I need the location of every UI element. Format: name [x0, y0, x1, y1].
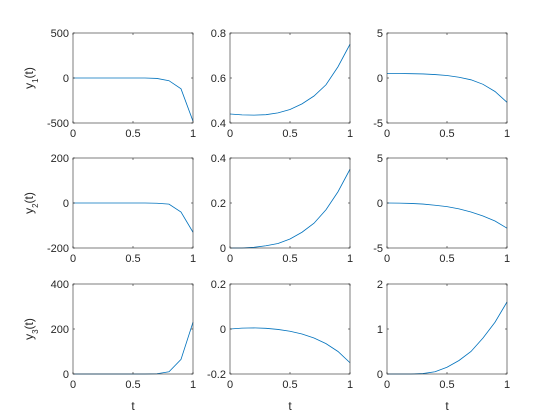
- y-tick-label: 200: [51, 153, 69, 165]
- y-tick-label: -5: [373, 118, 383, 130]
- x-tick-label: 0: [70, 379, 76, 391]
- y-tick-label: 0: [377, 73, 383, 85]
- y-tick-label: -5: [373, 243, 383, 255]
- x-tick-label: 1: [347, 128, 353, 140]
- y-tick-label: 2: [377, 279, 383, 291]
- y-tick-label: 0.2: [211, 198, 226, 210]
- y-axis-label: y1(t): [22, 67, 40, 89]
- x-tick-label: 1: [190, 128, 196, 140]
- y-axis-label-part: 3: [31, 329, 40, 334]
- y-tick-label: 1: [377, 324, 383, 336]
- y-tick-label: -0.2: [207, 369, 226, 381]
- y-tick-label: -200: [47, 243, 69, 255]
- x-tick-label: 1: [190, 379, 196, 391]
- x-tick-label: 0: [227, 379, 233, 391]
- y-tick-label: 0: [377, 369, 383, 381]
- x-tick-label: 0.5: [125, 253, 140, 265]
- y-tick-label: 5: [377, 153, 383, 165]
- x-tick-label: 1: [504, 253, 510, 265]
- x-axis-label: t: [445, 399, 449, 413]
- y-axis-label-part: (t): [22, 318, 36, 329]
- y-tick-label: 500: [51, 28, 69, 40]
- data-line: [387, 73, 508, 103]
- data-line: [73, 202, 194, 233]
- y-tick-label: 400: [51, 279, 69, 291]
- y-axis-label-part: 2: [31, 203, 40, 208]
- x-tick-label: 0: [227, 128, 233, 140]
- y-tick-label: 0.4: [211, 118, 226, 130]
- data-line: [229, 44, 351, 116]
- x-tick-label: 0.5: [282, 253, 297, 265]
- x-axis-label: t: [288, 399, 292, 413]
- y-axis-label: y2(t): [22, 192, 40, 214]
- y-tick-label: 0.8: [211, 28, 226, 40]
- data-line: [386, 202, 508, 229]
- y-axis-label-part: y: [22, 83, 36, 89]
- y-axis-label-part: (t): [22, 192, 36, 203]
- x-tick-label: 0.5: [439, 253, 454, 265]
- y-tick-label: 0: [63, 369, 69, 381]
- data-line: [229, 327, 351, 364]
- y-axis-label: y3(t): [22, 318, 40, 340]
- y-axis-label-part: y: [22, 334, 36, 340]
- x-tick-label: 0.5: [439, 128, 454, 140]
- x-tick-label: 0.5: [125, 379, 140, 391]
- x-tick-label: 1: [347, 379, 353, 391]
- x-tick-label: 0: [70, 128, 76, 140]
- y-tick-label: 0.4: [211, 153, 226, 165]
- x-tick-label: 1: [347, 253, 353, 265]
- y-tick-label: 0: [220, 324, 226, 336]
- x-tick-label: 0: [227, 253, 233, 265]
- y-tick-label: -500: [47, 118, 69, 130]
- y-tick-label: 0: [220, 243, 226, 255]
- y-tick-label: 0: [63, 73, 69, 85]
- y-tick-label: 5: [377, 28, 383, 40]
- x-tick-label: 0: [384, 253, 390, 265]
- x-tick-label: 0.5: [282, 379, 297, 391]
- x-tick-label: 0: [384, 379, 390, 391]
- x-tick-label: 0: [384, 128, 390, 140]
- x-tick-label: 1: [504, 379, 510, 391]
- y-tick-label: 0: [63, 198, 69, 210]
- x-tick-label: 0: [70, 253, 76, 265]
- data-line: [73, 77, 194, 122]
- x-tick-label: 0.5: [282, 128, 297, 140]
- y-tick-label: 0.2: [211, 279, 226, 291]
- y-tick-label: 0: [377, 198, 383, 210]
- x-tick-label: 1: [190, 253, 196, 265]
- x-tick-label: 0.5: [439, 379, 454, 391]
- x-tick-label: 1: [504, 128, 510, 140]
- y-axis-label-part: y: [22, 208, 36, 214]
- y-tick-label: 0.6: [211, 73, 226, 85]
- data-line: [230, 169, 351, 249]
- x-axis-label: t: [131, 399, 135, 413]
- y-axis-label-part: 1: [31, 78, 40, 83]
- y-tick-label: 200: [51, 324, 69, 336]
- y-axis-label-part: (t): [22, 67, 36, 78]
- x-tick-label: 0.5: [125, 128, 140, 140]
